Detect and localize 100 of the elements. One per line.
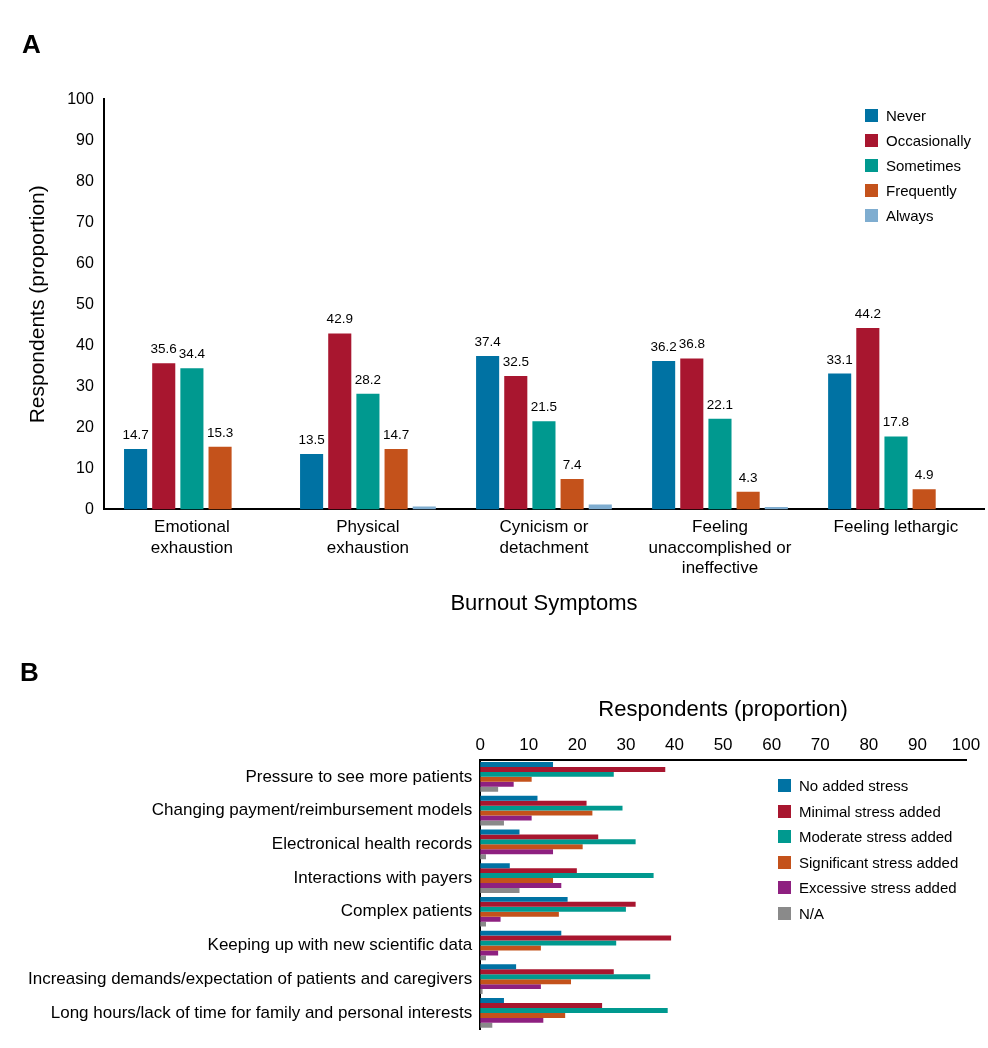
bar — [356, 393, 380, 510]
bar — [480, 771, 614, 777]
bar — [480, 868, 577, 874]
bar — [480, 844, 583, 850]
bar — [480, 766, 666, 772]
bar — [480, 911, 559, 917]
y-tick-label: 60 — [76, 253, 94, 271]
data-label: 37.4 — [474, 333, 502, 349]
x-tick-label: 20 — [567, 735, 587, 755]
legend-label: N/A — [799, 904, 825, 922]
bar — [480, 873, 654, 879]
data-label: 33.1 — [826, 351, 853, 367]
y-tick-label: 30 — [76, 376, 94, 394]
bar — [476, 355, 500, 510]
data-label: 14.7 — [382, 427, 410, 443]
bar — [152, 363, 176, 510]
data-label: 14.7 — [122, 427, 149, 443]
x-tick-label: Cynicism or detachment — [499, 517, 589, 557]
data-label: 35.6 — [150, 341, 177, 357]
bar — [736, 491, 760, 510]
bar — [480, 805, 623, 811]
bar — [480, 878, 554, 883]
data-label: 32.5 — [502, 354, 529, 370]
bar — [856, 328, 880, 510]
data-label: 21.5 — [530, 399, 558, 415]
legend-label: Always — [886, 207, 934, 224]
y-axis-title: Respondents (proportion) — [25, 185, 49, 424]
y-tick-label: 50 — [76, 294, 94, 312]
bar — [480, 781, 514, 787]
bar — [480, 969, 614, 975]
bar — [480, 896, 568, 902]
bar — [480, 1022, 493, 1028]
x-tick-label: Physical exhaustion — [326, 517, 410, 557]
bar — [480, 935, 672, 941]
legend-label: Occasionally — [886, 132, 972, 149]
x-tick-label: Emotional exhaustion — [150, 517, 234, 557]
legend-label: Sometimes — [886, 157, 962, 174]
bar — [828, 373, 852, 510]
x-tick-label: 60 — [762, 735, 782, 755]
bar — [480, 984, 541, 990]
bar — [480, 930, 562, 936]
bar — [480, 901, 636, 907]
bar — [384, 449, 408, 510]
bar — [480, 776, 532, 782]
bar — [480, 810, 593, 816]
data-label: 17.8 — [882, 414, 910, 430]
data-label: 36.2 — [650, 338, 677, 354]
data-label: 28.2 — [354, 371, 382, 387]
y-tick-label: Increasing demands/expectation of patients and caregivers — [27, 968, 473, 988]
bar — [480, 964, 517, 970]
bar — [480, 916, 501, 922]
bar — [504, 376, 528, 510]
bar — [480, 839, 636, 845]
bar — [680, 358, 704, 510]
bar — [480, 849, 554, 855]
data-label: 4.3 — [738, 469, 758, 485]
bar — [480, 998, 504, 1004]
bar — [480, 829, 520, 835]
y-tick-label: 100 — [67, 89, 94, 107]
data-label: 34.4 — [178, 346, 206, 362]
x-tick-label: 90 — [907, 735, 927, 755]
bar — [328, 333, 352, 510]
x-tick-label: 40 — [665, 735, 684, 755]
bar — [588, 504, 612, 510]
bar — [480, 800, 587, 806]
x-tick-label: 100 — [951, 735, 981, 755]
text: B — [20, 656, 39, 687]
x-axis-title: Burnout Symptoms — [450, 589, 638, 615]
bar — [480, 1007, 668, 1013]
bar — [480, 795, 538, 801]
bar — [480, 786, 499, 792]
y-tick-label: Electronical health records — [271, 834, 473, 853]
y-tick-label: 20 — [76, 417, 94, 435]
bar — [300, 454, 324, 510]
y-tick-label: 70 — [76, 212, 94, 230]
bar — [480, 979, 572, 985]
bar — [532, 421, 556, 510]
legend-label: Moderate stress added — [799, 828, 953, 846]
bar — [480, 945, 541, 951]
data-label: 22.1 — [706, 396, 734, 412]
data-label: 13.5 — [298, 431, 325, 447]
bar — [480, 863, 510, 869]
bar — [884, 436, 908, 510]
x-tick-label: 10 — [519, 735, 539, 755]
x-axis-title: Respondents (proportion) — [598, 696, 848, 722]
data-label: 4.9 — [914, 467, 934, 483]
y-tick-label: 90 — [76, 130, 94, 148]
y-tick-label: 0 — [84, 499, 94, 517]
x-tick-label: 30 — [616, 735, 636, 755]
bar — [912, 489, 936, 510]
data-label: 7.4 — [562, 457, 582, 473]
bar — [180, 368, 204, 510]
x-tick-label: 50 — [713, 735, 733, 755]
bar — [480, 950, 499, 956]
bar — [480, 820, 504, 826]
y-tick-label: 80 — [76, 171, 94, 189]
bar — [480, 887, 520, 893]
y-tick-label: Changing payment/reimbursement models — [151, 800, 473, 820]
legend-label: Never — [886, 107, 927, 124]
legend-label: Excessive stress added — [799, 879, 957, 897]
